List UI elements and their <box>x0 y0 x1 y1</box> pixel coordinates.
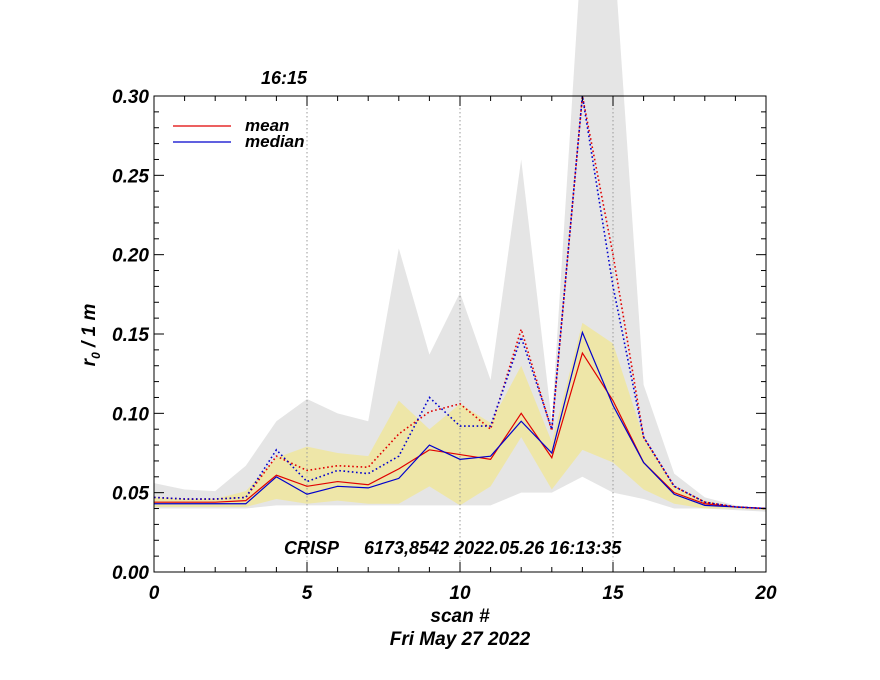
series-line-median <box>154 330 767 510</box>
y-axis-label: r0 / 1 m <box>79 304 103 367</box>
series-line-mean <box>154 351 767 510</box>
tick-labels: 0 5 10 15 20 0.00 0.05 0.10 0.15 0.20 0.25 0.30 <box>112 87 777 604</box>
x-tick-label-0: 0 <box>149 583 160 604</box>
date-label: Fri May 27 2022 <box>390 629 531 650</box>
vertical-gridlines <box>306 96 614 572</box>
x-tick-label-5: 5 <box>302 583 313 604</box>
bands-group <box>154 0 766 512</box>
series-line-mean-upper <box>153 95 767 510</box>
y-tick-label-0.15: 0.15 <box>112 325 149 346</box>
y-tick-label-0.30: 0.30 <box>112 87 149 108</box>
y-tick-label-0.05: 0.05 <box>112 484 149 505</box>
y-tick-label-0.00: 0.00 <box>112 563 149 584</box>
x-axis-label: scan # <box>430 606 490 627</box>
legend: mean median <box>173 116 305 151</box>
tick-marks <box>153 95 767 573</box>
top-time-label: 16:15 <box>261 68 308 88</box>
series-group <box>153 95 767 510</box>
y-tick-label-0.20: 0.20 <box>112 246 149 267</box>
legend-median-label: median <box>245 132 305 151</box>
x-tick-label-15: 15 <box>602 583 624 604</box>
instrument-label: CRISP <box>284 538 340 558</box>
y-tick-label-0.25: 0.25 <box>112 166 149 187</box>
y-tick-label-0.10: 0.10 <box>112 404 149 425</box>
observation-details: 6173,8542 2022.05.26 16:13:35 <box>364 538 622 558</box>
legend-mean-label: mean <box>245 116 289 135</box>
x-tick-label-10: 10 <box>449 583 471 604</box>
x-tick-label-20: 20 <box>754 583 777 604</box>
series-line-median-upper <box>153 95 767 510</box>
